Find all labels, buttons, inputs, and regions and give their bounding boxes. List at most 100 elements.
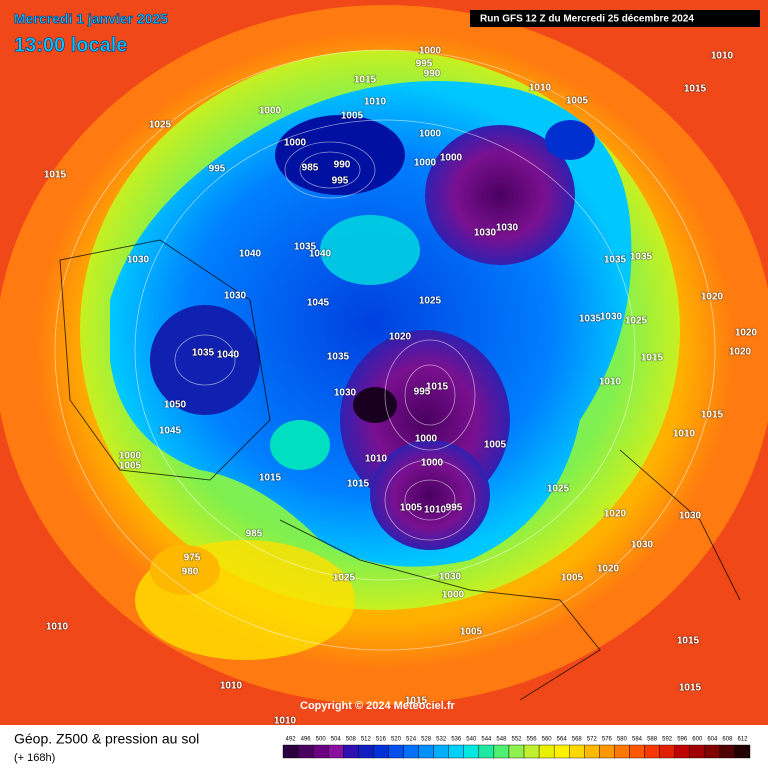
scale-label: 592	[662, 737, 673, 743]
isobar-label: 1015	[259, 473, 282, 484]
isobar-label: 1035	[294, 242, 317, 253]
isobar-label: 1000	[119, 451, 142, 462]
scale-cell	[343, 744, 359, 759]
isobar-label: 1035	[604, 255, 627, 266]
isobar-label: 1015	[405, 696, 428, 707]
isobar-label: 1010	[220, 681, 243, 692]
scale-cell	[569, 744, 585, 759]
scale-label: 612	[737, 737, 748, 743]
footer-lead: (+ 168h)	[14, 752, 55, 764]
isobar-label: 1010	[274, 716, 297, 727]
scale-cell	[523, 744, 540, 759]
isobar-label: 1000	[440, 153, 463, 164]
isobar-label: 995	[416, 59, 433, 70]
isobar-label: 1000	[419, 129, 442, 140]
isobar-label: 1030	[679, 511, 702, 522]
scale-cell	[463, 744, 480, 759]
scale-cell	[584, 744, 600, 759]
scale-cell	[478, 744, 495, 759]
isobar-label: 1020	[389, 332, 412, 343]
scale-label: 540	[466, 737, 477, 743]
isobar-label: 1045	[159, 426, 182, 437]
isobar-label: 1015	[641, 353, 664, 364]
scale-cell	[388, 744, 404, 759]
isobar-label: 1000	[442, 590, 465, 601]
scale-label: 532	[436, 737, 447, 743]
isobar-label: 1000	[284, 138, 307, 149]
isobar-label: 1010	[424, 505, 447, 516]
isobar-label: 1020	[604, 509, 627, 520]
isobar-label: 1010	[364, 97, 387, 108]
scale-cell	[719, 744, 736, 759]
scale-cell	[373, 744, 389, 759]
scale-cell	[433, 744, 449, 759]
scale-cell	[282, 744, 299, 759]
scale-label: 556	[527, 737, 538, 743]
isobar-label: 1020	[597, 564, 620, 575]
scale-label: 564	[557, 737, 568, 743]
scale-cell	[448, 744, 464, 759]
isobar-label: 985	[302, 163, 319, 174]
scale-cell	[644, 744, 660, 759]
isobar-label: 995	[414, 387, 431, 398]
isobar-label: 1015	[679, 683, 702, 694]
scale-label: 560	[542, 737, 553, 743]
isobar-label: 1000	[414, 158, 437, 169]
isobar-label: 1005	[561, 573, 584, 584]
scale-cell	[508, 744, 525, 759]
copyright: Copyright © 2024 Meteociel.fr	[300, 700, 456, 712]
scale-label: 580	[617, 737, 628, 743]
map-background	[0, 0, 768, 725]
color-scale: 492 496 500 504 508 512 516 520 524 528 532 536 540 5…	[282, 737, 751, 759]
isobar-label: 1035	[630, 252, 653, 263]
run-banner	[470, 10, 760, 27]
scale-label: 600	[692, 737, 703, 743]
isobar-label: 1000	[419, 46, 442, 57]
isobar-label: 1005	[341, 111, 364, 122]
isobar-label: 1025	[149, 120, 172, 131]
isobar-label: 1010	[599, 377, 622, 388]
scale-cell	[493, 744, 510, 759]
isobar-label: 1000	[415, 434, 438, 445]
isobar-label: 1010	[365, 454, 388, 465]
scale-label: 492	[286, 737, 297, 743]
scale-label: 520	[391, 737, 402, 743]
isobar-label: 1045	[307, 298, 330, 309]
scale-label: 604	[707, 737, 718, 743]
isobar-label: 995	[446, 503, 463, 514]
footer-title: Géop. Z500 & pression au sol	[14, 731, 199, 747]
isobar-label: 1030	[631, 540, 654, 551]
isobar-label: 975	[184, 553, 201, 564]
scale-label: 552	[511, 737, 522, 743]
isobar-label: 985	[246, 529, 263, 540]
isobar-label: 1020	[735, 328, 758, 339]
scale-label: 536	[451, 737, 462, 743]
isobar-label: 1030	[334, 388, 357, 399]
scale-cell	[659, 744, 675, 759]
isobar-label: 1000	[421, 458, 444, 469]
isobar-label: 1010	[711, 51, 734, 62]
scale-cell	[418, 744, 434, 759]
isobar-label: 1030	[224, 291, 247, 302]
isobar-label: 1030	[474, 228, 497, 239]
scale-cell	[403, 744, 419, 759]
scale-cell	[553, 744, 570, 759]
isobar-label: 1005	[119, 461, 142, 472]
scale-cell	[734, 744, 751, 759]
isobar-label: 1030	[496, 223, 519, 234]
scale-label: 528	[421, 737, 432, 743]
isobar-label: 1030	[127, 255, 150, 266]
scale-cell	[614, 744, 630, 759]
scale-cell	[297, 744, 314, 759]
isobar-label: 1005	[400, 503, 423, 514]
isobar-label: 1015	[426, 382, 449, 393]
scale-label: 544	[481, 737, 492, 743]
scale-cell	[312, 744, 329, 759]
scale-label: 524	[406, 737, 417, 743]
isobar-label: 1010	[529, 83, 552, 94]
run-info: Run GFS 12 Z du Mercredi 25 décembre 202…	[480, 14, 694, 25]
scale-label: 576	[602, 737, 613, 743]
isobar-label: 1000	[259, 106, 282, 117]
